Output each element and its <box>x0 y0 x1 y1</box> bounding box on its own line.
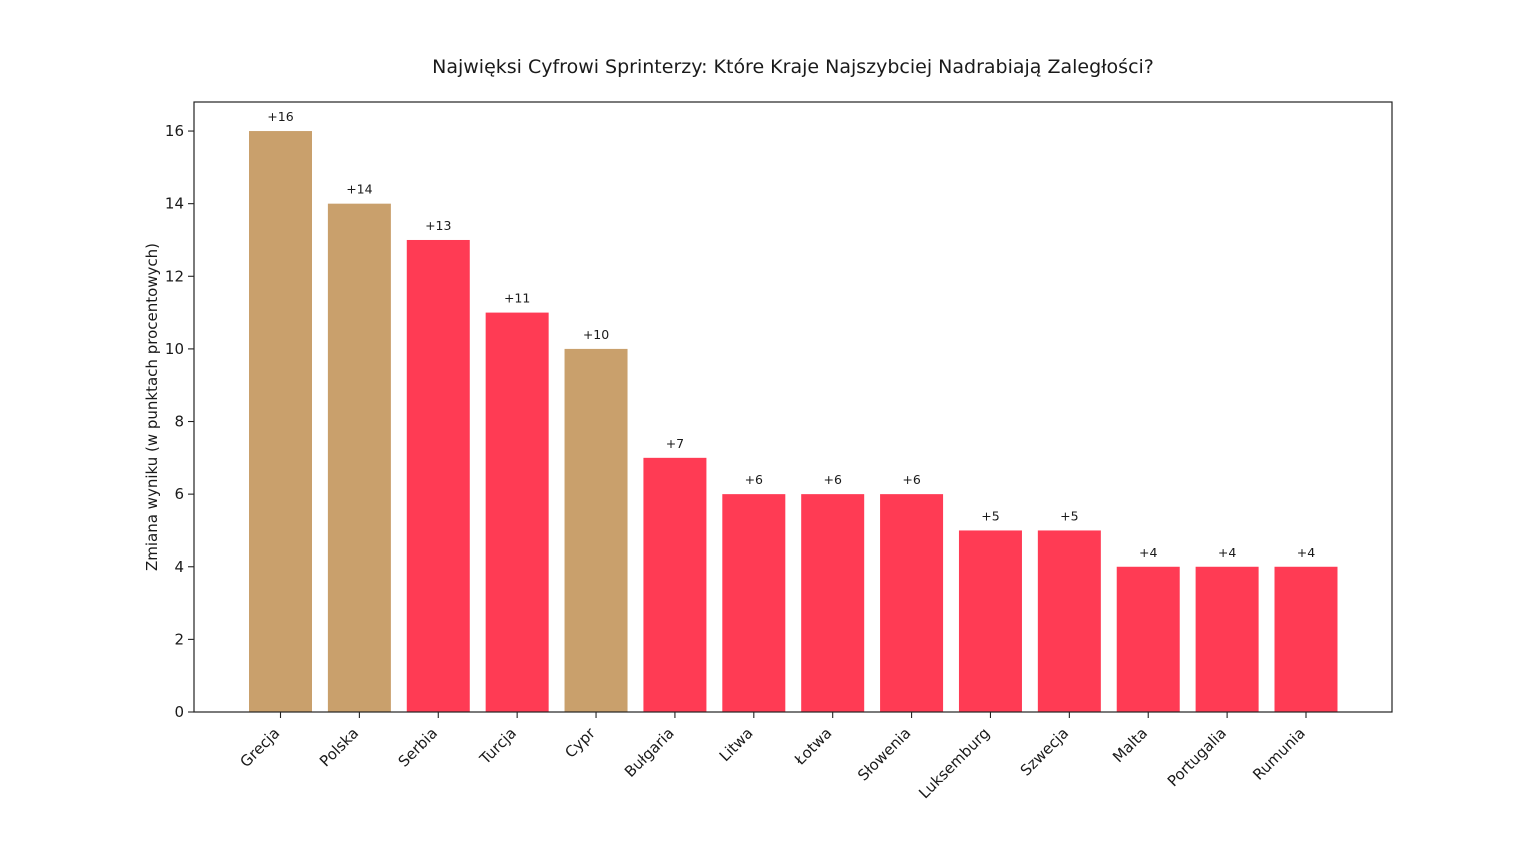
y-tick-label: 6 <box>174 485 184 503</box>
bar-portugalia <box>1195 566 1259 712</box>
bar-litwa <box>722 494 786 712</box>
chart-title: Najwięksi Cyfrowi Sprinterzy: Które Kraj… <box>432 56 1154 78</box>
bar-bułgaria <box>643 457 707 712</box>
y-tick-label: 8 <box>174 413 184 431</box>
y-tick-label: 12 <box>165 267 184 285</box>
y-tick-label: 0 <box>174 703 184 721</box>
bar-data-label: +11 <box>504 291 530 306</box>
x-category-label: Cypr <box>561 724 599 762</box>
bar-data-label: +10 <box>583 327 609 342</box>
bar-data-label: +4 <box>1218 545 1236 560</box>
bar-data-label: +6 <box>745 472 763 487</box>
y-tick-label: 16 <box>165 122 184 140</box>
y-tick-label: 14 <box>165 195 184 213</box>
bar-polska <box>327 203 391 712</box>
bar-data-label: +4 <box>1139 545 1157 560</box>
bar-data-label: +4 <box>1297 545 1315 560</box>
x-category-label: Słowenia <box>854 724 914 784</box>
y-axis-label: Zmiana wyniku (w punktach procentowych) <box>143 243 161 571</box>
bar-szwecja <box>1037 530 1101 712</box>
bar-cypr <box>564 348 628 712</box>
x-category-label: Portugalia <box>1164 724 1230 790</box>
x-category-label: Litwa <box>716 724 757 765</box>
x-category-label: Serbia <box>395 724 442 771</box>
bar-data-label: +5 <box>1060 508 1078 523</box>
x-category-label: Szwecja <box>1017 724 1073 780</box>
x-category-label: Bułgaria <box>621 724 678 781</box>
bar-serbia <box>406 239 470 712</box>
x-category-label: Malta <box>1109 724 1151 766</box>
bar-łotwa <box>801 494 865 712</box>
bars-layer <box>249 131 1338 713</box>
plot-frame <box>193 101 1393 713</box>
x-axis: Grecja Polska Serbia Turcja Cypr Bułgaria Litw… <box>236 712 1309 802</box>
bar-data-label: +13 <box>425 218 451 233</box>
x-category-label: Łotwa <box>790 724 835 769</box>
bar-turcja <box>485 312 549 712</box>
bar-grecja <box>249 131 312 713</box>
bar-rumunia <box>1274 566 1338 712</box>
bar-data-label: +14 <box>346 182 372 197</box>
data-labels: +16 +14 +13 +11 +10 +7 +6 +6 +6 +5 +5 +4 +4 +4 <box>267 109 1315 560</box>
y-tick-label: 10 <box>165 340 184 358</box>
y-axis: 0 2 4 6 8 10 12 14 16 <box>165 122 194 721</box>
bar-słowenia <box>880 494 944 712</box>
x-category-label: Rumunia <box>1249 724 1309 784</box>
y-tick-label: 4 <box>174 558 184 576</box>
x-category-label: Polska <box>316 724 362 770</box>
bar-data-label: +6 <box>902 472 920 487</box>
x-category-label: Grecja <box>236 724 283 771</box>
bar-data-label: +5 <box>981 508 999 523</box>
x-category-label: Luksemburg <box>915 724 993 802</box>
x-category-label: Turcja <box>476 724 520 768</box>
bar-data-label: +16 <box>267 109 293 124</box>
bar-malta <box>1116 566 1180 712</box>
bar-data-label: +7 <box>666 436 684 451</box>
bar-luksemburg <box>958 530 1022 712</box>
bar-data-label: +6 <box>823 472 841 487</box>
y-tick-label: 2 <box>174 630 184 648</box>
